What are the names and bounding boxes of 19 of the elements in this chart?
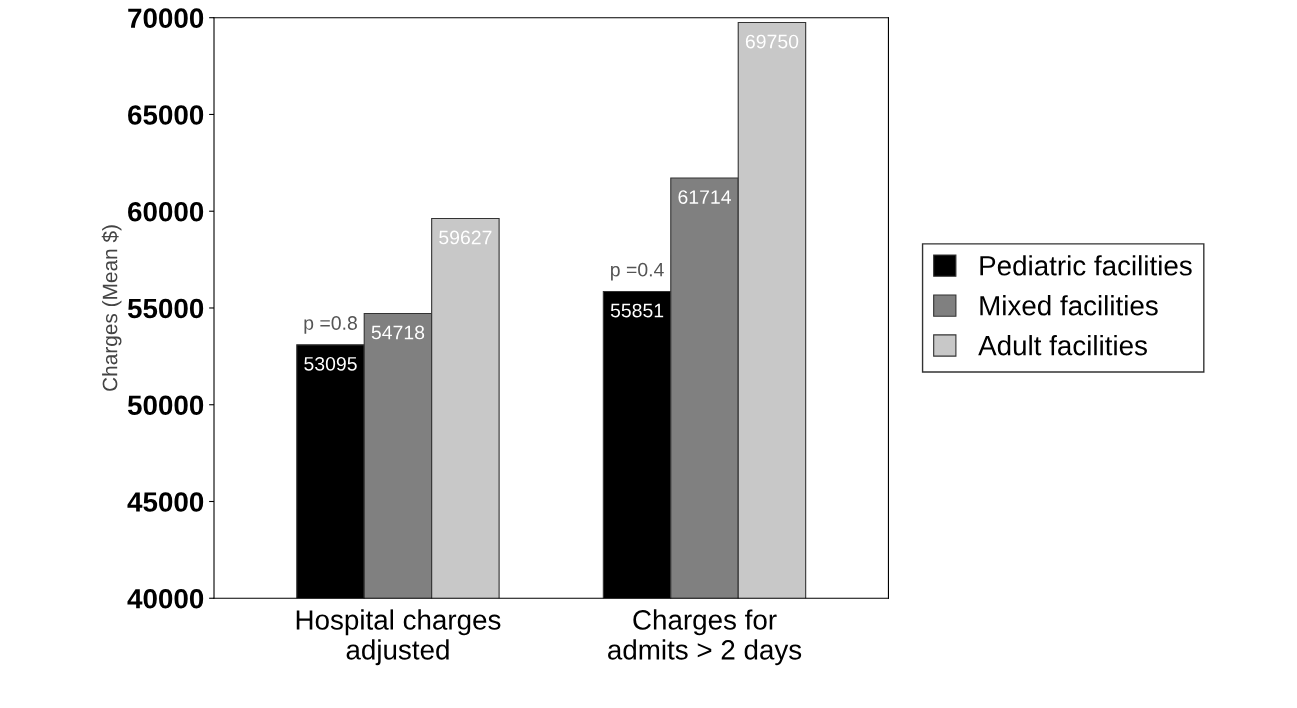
y-tick-label: 55000 xyxy=(127,298,204,319)
data-label: 55851 xyxy=(610,303,664,318)
data-label: 61714 xyxy=(678,190,731,204)
legend-label: Mixed facilities xyxy=(980,295,1158,316)
legend-label: Pediatric facilities xyxy=(980,255,1192,276)
y-tick-label: 60000 xyxy=(128,201,204,222)
y-tick-label: 40000 xyxy=(127,588,204,609)
legend-label: Adult facilities xyxy=(978,335,1147,356)
annotation: p =0.8 xyxy=(304,316,357,334)
x-tick-label: Charges for admits > 2 days xyxy=(608,609,802,666)
y-tick-label: 45000 xyxy=(127,492,204,512)
y-tick-label: 50000 xyxy=(127,395,204,416)
data-label: 54718 xyxy=(371,325,425,340)
y-tick-label: 65000 xyxy=(128,105,204,125)
y-tick-label: 70000 xyxy=(128,8,204,29)
annotation: p =0.4 xyxy=(611,262,664,281)
y-axis-title: Charges (Mean $) xyxy=(101,225,122,391)
x-tick-label: Hospital charges adjusted xyxy=(296,609,501,666)
data-label: 53095 xyxy=(304,356,357,371)
